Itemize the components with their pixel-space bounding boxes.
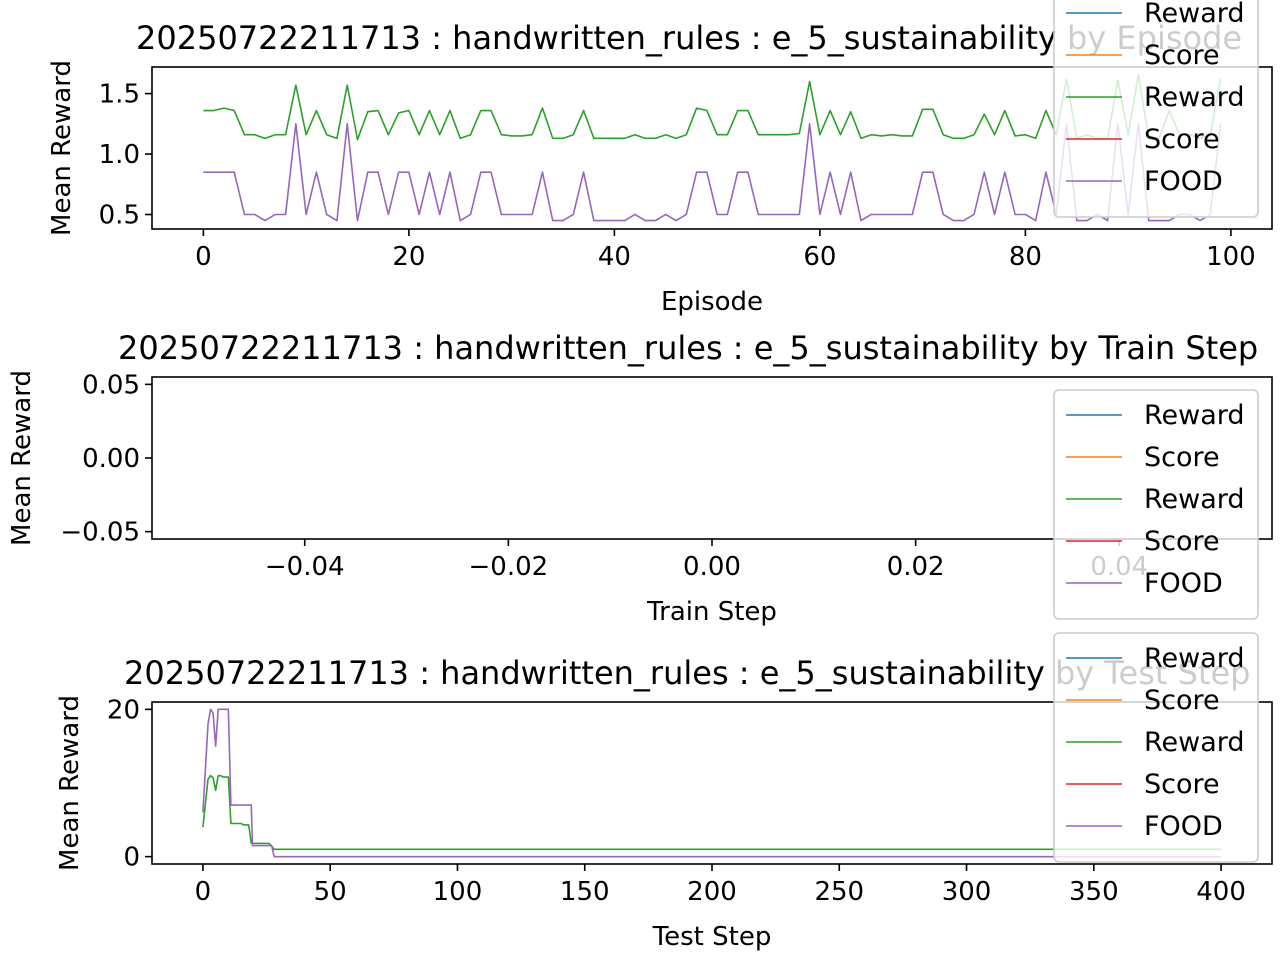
train-step-x-tick-label: 0.02: [887, 552, 945, 582]
train-step-x-axis-label: Train Step: [646, 597, 777, 627]
train-step-x-tick-label: −0.04: [265, 552, 345, 582]
test-step-x-tick-label: 200: [687, 877, 737, 907]
test-step-legend-box: [1053, 632, 1259, 863]
test-step-lines: [202, 708, 1222, 858]
test-step-legend[interactable]: Reward Score Reward Score FOOD: [1053, 632, 1259, 863]
episode-x-tick-label: 60: [803, 242, 836, 272]
test-step-series-line-reward-2: [202, 774, 1222, 851]
train-step-legend-label: Score: [1144, 442, 1220, 473]
episode-x-axis-label: Episode: [661, 287, 763, 317]
test-step-legend-label: FOOD: [1144, 811, 1223, 842]
episode-x-tick-label: 100: [1206, 242, 1256, 272]
episode-legend-label: Score: [1144, 40, 1220, 71]
train-step-legend-label: FOOD: [1144, 568, 1223, 599]
episode-y-tick-label: 1.5: [99, 80, 140, 110]
test-step-y-axis-label: Mean Reward: [55, 695, 85, 871]
train-step-legend-box: [1053, 389, 1259, 620]
test-step-x-tick-label: 350: [1069, 877, 1119, 907]
train-step-legend-label: Score: [1144, 526, 1220, 557]
episode-axes-frame: [151, 66, 1273, 230]
test-step-x-tick-label: 100: [433, 877, 483, 907]
train-step-legend-label: Reward: [1144, 484, 1245, 515]
episode-legend-label: FOOD: [1144, 166, 1223, 197]
test-step-x-tick-label: 300: [942, 877, 992, 907]
train-step-chart: −0.04−0.020.000.020.040.050.00−0.05 2025…: [7, 329, 1273, 627]
test-step-legend-label: Score: [1144, 685, 1220, 716]
test-step-x-tick-label: 400: [1196, 877, 1246, 907]
episode-x-tick-label: 80: [1009, 242, 1042, 272]
episode-y-tick-label: 0.5: [99, 200, 140, 230]
test-step-legend-label: Score: [1144, 769, 1220, 800]
test-step-x-axis-label: Test Step: [652, 922, 772, 952]
episode-legend-label: Reward: [1144, 82, 1245, 113]
episode-x-tick-label: 20: [392, 242, 425, 272]
episode-ticks: 0 20 40 60 80 100 0.5 1.0 1.5: [99, 80, 1256, 272]
train-step-chart-title: 20250722211713 : handwritten_rules : e_5…: [118, 329, 1258, 367]
episode-series-line-reward-2: [203, 73, 1222, 141]
episode-x-tick-label: 0: [195, 242, 212, 272]
episode-legend-label: Reward: [1144, 0, 1245, 29]
test-step-y-tick-label: 0: [123, 843, 140, 873]
test-step-series-line-food-4: [202, 708, 1222, 858]
test-step-y-tick-label: 20: [107, 695, 140, 725]
train-step-y-tick-label: 0.00: [82, 444, 140, 474]
train-step-legend-label: Reward: [1144, 400, 1245, 431]
train-step-legend[interactable]: Reward Score Reward Score FOOD: [1053, 389, 1259, 620]
episode-legend[interactable]: Reward Score Reward Score FOOD: [1053, 0, 1259, 218]
episode-x-tick-label: 40: [598, 242, 631, 272]
train-step-x-tick-label: −0.02: [469, 552, 549, 582]
train-step-y-tick-label: 0.05: [82, 370, 140, 400]
test-step-x-tick-label: 150: [560, 877, 610, 907]
train-step-x-tick-label: 0.00: [683, 552, 741, 582]
train-step-ticks: −0.04−0.020.000.020.040.050.00−0.05: [60, 370, 1148, 582]
episode-series-line-food-4: [203, 123, 1222, 222]
episode-legend-label: Score: [1144, 124, 1220, 155]
train-step-y-tick-label: −0.05: [60, 518, 140, 548]
test-step-legend-label: Reward: [1144, 643, 1245, 674]
train-step-y-axis-label: Mean Reward: [7, 370, 37, 546]
test-step-legend-label: Reward: [1144, 727, 1245, 758]
test-step-x-tick-label: 0: [195, 877, 212, 907]
episode-y-tick-label: 1.0: [99, 140, 140, 170]
test-step-x-tick-label: 250: [814, 877, 864, 907]
episode-lines: [203, 73, 1222, 222]
episode-y-axis-label: Mean Reward: [47, 60, 77, 236]
test-step-x-tick-label: 50: [314, 877, 347, 907]
